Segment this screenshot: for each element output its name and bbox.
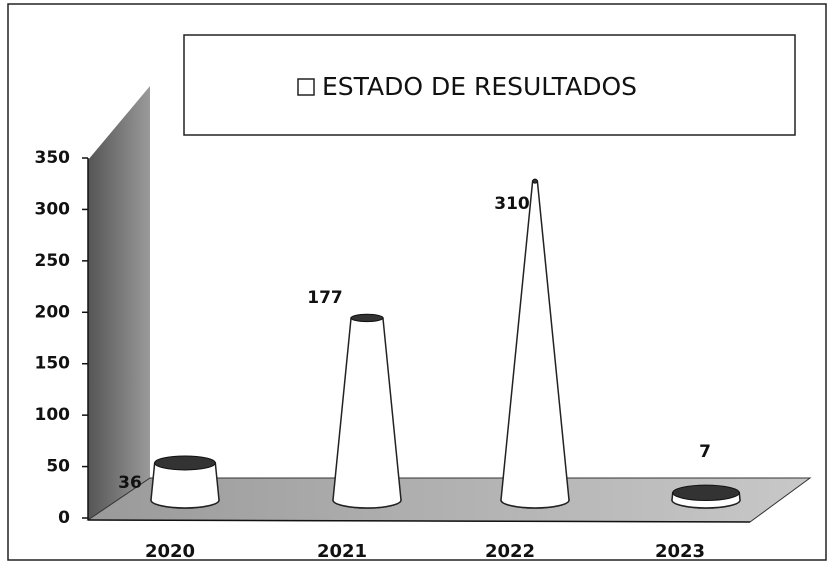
- cone-body: [332, 317, 402, 509]
- legend-swatch: [297, 78, 315, 96]
- x-tick-label: 2021: [317, 541, 367, 562]
- y-tick-label: 0: [58, 508, 70, 528]
- data-label: 177: [307, 288, 343, 308]
- y-tick-label: 150: [35, 354, 71, 374]
- cone-body: [150, 462, 220, 509]
- cone-top: [532, 178, 538, 184]
- cone-top: [672, 484, 740, 501]
- x-tick-label: 2022: [485, 541, 535, 562]
- x-tick-label: 2023: [655, 541, 705, 562]
- y-tick-label: 200: [35, 302, 71, 322]
- cone: [671, 484, 741, 509]
- x-axis: [87, 519, 751, 523]
- frame: [7, 3, 827, 561]
- cone: [150, 455, 220, 509]
- data-label: 7: [699, 442, 711, 462]
- y-tick-label: 350: [35, 148, 71, 168]
- data-label: 36: [118, 473, 142, 493]
- y-tick-label: 50: [46, 457, 70, 477]
- legend-label: ESTADO DE RESULTADOS: [322, 72, 637, 101]
- back-wall: [88, 86, 150, 520]
- legend: ESTADO DE RESULTADOS: [183, 34, 796, 136]
- legend-box: [183, 34, 796, 136]
- cone-top: [350, 313, 384, 323]
- cone-body: [500, 180, 570, 509]
- cone: [332, 313, 402, 509]
- y-tick-label: 250: [35, 251, 71, 271]
- y-tick-label: 100: [35, 405, 71, 425]
- x-tick-label: 2020: [145, 541, 195, 562]
- cone: [500, 178, 570, 509]
- y-tick-label: 300: [35, 199, 71, 219]
- data-label: 310: [494, 194, 530, 214]
- cone-top: [154, 455, 216, 471]
